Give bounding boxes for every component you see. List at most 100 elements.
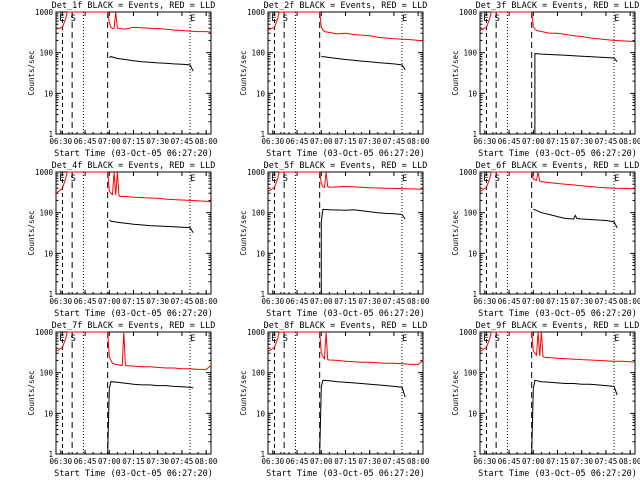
chart-panel: Det_3f BLACK = Events, RED = LLD Start Ti… bbox=[451, 1, 640, 159]
x-tick-label: 07:30 bbox=[146, 457, 169, 466]
y-axis-label: Counts/sec bbox=[451, 50, 460, 95]
y-tick-label: 1000 bbox=[459, 328, 478, 337]
y-tick-label: 1 bbox=[48, 130, 53, 139]
x-tick-label: 06:45 bbox=[286, 137, 309, 146]
chart-title: Det_8f BLACK = Events, RED = LLD bbox=[264, 321, 428, 331]
y-tick-label: 10 bbox=[468, 89, 478, 98]
x-tick-label: 07:30 bbox=[146, 137, 169, 146]
x-tick-label: 07:00 bbox=[522, 137, 545, 146]
x-tick-label: 07:45 bbox=[595, 457, 618, 466]
chart-panel: Det_2f BLACK = Events, RED = LLD Start Ti… bbox=[239, 1, 430, 159]
y-tick-label: 100 bbox=[39, 49, 53, 58]
y-tick-label: 100 bbox=[251, 49, 265, 58]
x-tick-label: 07:15 bbox=[334, 137, 357, 146]
x-axis-label: Start Time (03-Oct-05 06:27:20) bbox=[478, 149, 637, 159]
y-tick-label: 10 bbox=[44, 249, 54, 258]
x-tick-label: 06:45 bbox=[74, 297, 97, 306]
event-marker-label: E bbox=[271, 334, 276, 344]
x-tick-label: 08:00 bbox=[195, 457, 218, 466]
x-axis-label: Start Time (03-Oct-05 06:27:20) bbox=[266, 149, 425, 159]
x-tick-label: 07:15 bbox=[546, 457, 569, 466]
plot-frame bbox=[479, 331, 636, 455]
x-tick-label: 07:00 bbox=[98, 137, 121, 146]
y-tick-label: 1 bbox=[472, 290, 477, 299]
x-tick-label: 06:30 bbox=[474, 137, 497, 146]
x-tick-label: 07:45 bbox=[171, 137, 194, 146]
y-tick-label: 1000 bbox=[247, 328, 266, 337]
x-tick-label: 07:45 bbox=[171, 457, 194, 466]
x-tick-label: 07:15 bbox=[334, 297, 357, 306]
y-tick-label: 1 bbox=[260, 130, 265, 139]
series-events-line bbox=[321, 56, 406, 71]
y-tick-label: 1 bbox=[472, 130, 477, 139]
x-tick-label: 06:30 bbox=[474, 457, 497, 466]
y-tick-label: 100 bbox=[39, 209, 53, 218]
x-tick-label: 07:00 bbox=[310, 137, 333, 146]
event-marker-label: S bbox=[283, 174, 288, 184]
event-marker-label: E bbox=[483, 174, 488, 184]
x-tick-label: 08:00 bbox=[195, 137, 218, 146]
x-tick-label: 08:00 bbox=[407, 137, 430, 146]
y-tick-label: 10 bbox=[468, 409, 478, 418]
x-tick-label: 06:45 bbox=[498, 297, 521, 306]
plot-frame bbox=[267, 11, 424, 135]
x-tick-label: 07:15 bbox=[122, 137, 145, 146]
plot-frame bbox=[55, 11, 212, 135]
x-tick-label: 06:45 bbox=[286, 457, 309, 466]
series-lld-line bbox=[479, 171, 636, 193]
x-tick-label: 07:15 bbox=[546, 297, 569, 306]
y-tick-label: 1 bbox=[472, 450, 477, 459]
event-marker-label: E bbox=[59, 334, 64, 344]
chart-panel: Det_7f BLACK = Events, RED = LLD Start Ti… bbox=[27, 321, 218, 479]
x-axis-label: Start Time (03-Oct-05 06:27:20) bbox=[266, 309, 425, 319]
series-lld-line bbox=[55, 171, 212, 203]
x-tick-label: 07:45 bbox=[383, 457, 406, 466]
event-marker-label: E bbox=[59, 14, 64, 24]
series-lld-line bbox=[267, 11, 424, 42]
x-tick-label: 07:45 bbox=[595, 137, 618, 146]
x-axis-label: Start Time (03-Oct-05 06:27:20) bbox=[54, 469, 213, 479]
event-marker-label: E bbox=[59, 174, 64, 184]
x-tick-label: 06:30 bbox=[50, 457, 73, 466]
x-tick-label: 06:45 bbox=[74, 457, 97, 466]
x-tick-label: 07:00 bbox=[522, 297, 545, 306]
x-tick-label: 07:00 bbox=[310, 297, 333, 306]
x-tick-label: 08:00 bbox=[619, 137, 640, 146]
chart-title: Det_7f BLACK = Events, RED = LLD bbox=[52, 321, 216, 331]
y-tick-label: 1000 bbox=[459, 8, 478, 17]
event-marker-label: E bbox=[190, 174, 195, 184]
event-marker-label: E bbox=[190, 334, 195, 344]
event-marker-label: E bbox=[271, 14, 276, 24]
x-tick-label: 08:00 bbox=[407, 297, 430, 306]
y-tick-label: 1000 bbox=[459, 168, 478, 177]
y-tick-label: 100 bbox=[39, 369, 53, 378]
y-tick-label: 100 bbox=[463, 49, 477, 58]
y-tick-label: 10 bbox=[44, 409, 54, 418]
y-axis-label: Counts/sec bbox=[239, 370, 248, 415]
y-tick-label: 1000 bbox=[35, 168, 54, 177]
event-marker-label: E bbox=[614, 14, 619, 24]
x-tick-label: 06:45 bbox=[74, 137, 97, 146]
x-axis-label: Start Time (03-Oct-05 06:27:20) bbox=[266, 469, 425, 479]
x-tick-label: 07:45 bbox=[383, 137, 406, 146]
x-tick-label: 07:00 bbox=[310, 457, 333, 466]
event-marker-label: S bbox=[283, 334, 288, 344]
x-tick-label: 07:00 bbox=[522, 457, 545, 466]
y-tick-label: 100 bbox=[463, 369, 477, 378]
series-lld-line bbox=[479, 331, 636, 363]
x-tick-label: 07:45 bbox=[171, 297, 194, 306]
x-tick-label: 07:15 bbox=[122, 297, 145, 306]
x-tick-label: 06:45 bbox=[498, 457, 521, 466]
chart-panel: Det_8f BLACK = Events, RED = LLD Start Ti… bbox=[239, 321, 430, 479]
y-tick-label: 10 bbox=[256, 409, 266, 418]
y-axis-label: Counts/sec bbox=[239, 210, 248, 255]
x-tick-label: 07:15 bbox=[546, 137, 569, 146]
y-tick-label: 1 bbox=[260, 290, 265, 299]
x-tick-label: 06:30 bbox=[262, 297, 285, 306]
x-axis-label: Start Time (03-Oct-05 06:27:20) bbox=[478, 469, 637, 479]
x-tick-label: 08:00 bbox=[619, 297, 640, 306]
x-tick-label: 07:15 bbox=[334, 457, 357, 466]
series-lld-line bbox=[55, 331, 212, 370]
y-tick-label: 1000 bbox=[247, 168, 266, 177]
